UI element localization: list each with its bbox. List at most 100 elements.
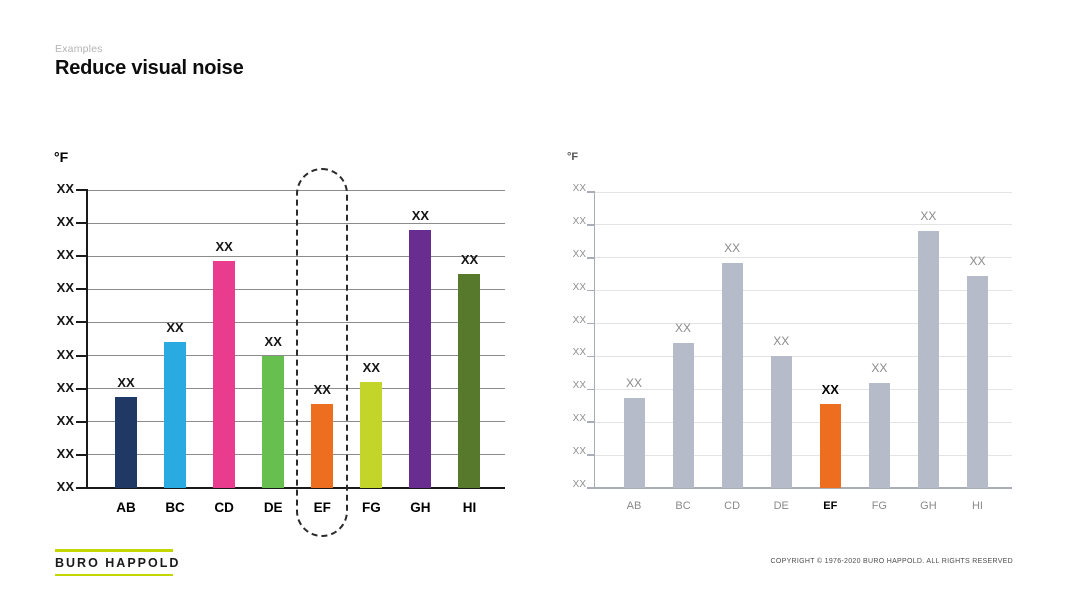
gridline (595, 355, 1012, 357)
y-axis-line (593, 192, 595, 488)
y-axis-tick (587, 454, 595, 456)
x-category-label-CD: CD (724, 500, 741, 512)
bar-GH (917, 231, 939, 488)
y-axis-tick (76, 487, 88, 489)
y-tick-label: XX (572, 248, 586, 260)
logo-rule-top (55, 549, 173, 552)
y-axis-tick (587, 191, 595, 193)
x-category-label-FG: FG (361, 500, 381, 515)
bar-CD (721, 262, 743, 488)
bar-GH (409, 229, 432, 488)
bar-value-label-HI: XX (460, 252, 479, 268)
unit-label: °F (567, 151, 579, 163)
y-tick-label: XX (572, 380, 586, 392)
gridline (595, 191, 1012, 193)
unit-label: °F (54, 149, 69, 165)
y-tick-label: XX (572, 479, 586, 490)
y-tick-label: XX (56, 479, 74, 494)
y-axis-line (86, 190, 88, 488)
x-category-label-CD: CD (214, 500, 234, 515)
bar-FG (360, 382, 383, 488)
bar-BC (164, 342, 187, 488)
y-axis-tick (76, 321, 88, 324)
y-tick-label: XX (56, 280, 74, 296)
x-category-label-DE: DE (263, 500, 283, 515)
x-category-label-DE: DE (773, 500, 789, 512)
y-axis-tick (587, 322, 595, 325)
bar-EF (311, 403, 334, 488)
gridline (595, 290, 1012, 292)
logo-text: BURO HAPPOLD (55, 555, 181, 570)
logo-rule-bottom (55, 573, 173, 576)
bar-value-label-FG: XX (871, 360, 888, 375)
x-category-label-GH: GH (410, 500, 431, 515)
gridline (595, 454, 1012, 456)
highlight-dashed-outline (296, 168, 349, 537)
bar-value-label-GH: XX (920, 209, 937, 224)
bar-value-label-BC: XX (166, 320, 184, 336)
bar-HI (966, 275, 988, 488)
bar-DE (262, 355, 285, 488)
y-tick-label: XX (572, 183, 586, 194)
y-axis-tick (76, 255, 88, 258)
bar-value-label-AB: XX (625, 375, 642, 390)
chart-noisy-original: °F XX XX XX XX XX XX XX XX XX XX XX AB XX BC XX CD XX DE XX… (40, 145, 525, 550)
y-tick-label: XX (572, 314, 586, 326)
y-axis-tick (76, 222, 88, 225)
x-category-label-EF: EF (823, 500, 838, 512)
y-tick-label: XX (572, 215, 586, 227)
y-tick-label: XX (572, 347, 586, 359)
buro-happold-logo: BURO HAPPOLD (55, 549, 181, 576)
y-tick-label: XX (56, 412, 74, 428)
bar-value-label-EF: XX (821, 382, 839, 398)
y-tick-label: XX (56, 445, 74, 461)
copyright-text: COPYRIGHT © 1976-2020 BURO HAPPOLD. ALL … (770, 558, 1013, 565)
y-tick-label: XX (56, 346, 74, 362)
y-tick-label: XX (56, 379, 74, 395)
y-axis-tick (587, 421, 595, 423)
bar-HI (458, 274, 481, 488)
bar-value-label-BC: XX (675, 321, 692, 336)
x-category-label-BC: BC (165, 500, 185, 515)
bar-DE (770, 356, 792, 488)
y-tick-label: XX (56, 247, 74, 263)
y-axis-tick (587, 355, 595, 358)
bar-value-label-DE: XX (773, 334, 790, 349)
bar-value-label-CD: XX (215, 239, 233, 255)
x-category-label-HI: HI (971, 500, 983, 512)
bar-value-label-EF: XX (313, 381, 331, 397)
bar-AB (115, 396, 137, 488)
bar-value-label-AB: XX (117, 374, 135, 390)
y-axis-tick (76, 387, 88, 390)
y-tick-label: XX (56, 214, 74, 230)
bar-FG (868, 382, 890, 488)
x-category-label-GH: GH (920, 500, 937, 512)
page-title: Reduce visual noise (55, 57, 244, 79)
y-axis-tick (76, 189, 88, 191)
bar-value-label-DE: XX (264, 333, 282, 349)
gridline (595, 388, 1012, 390)
x-category-label-FG: FG (871, 500, 887, 512)
gridline (595, 257, 1012, 259)
x-category-label-AB: AB (116, 500, 136, 515)
bar-CD (213, 261, 236, 488)
y-axis-tick (76, 354, 88, 357)
x-category-label-AB: AB (626, 500, 642, 512)
y-tick-label: XX (56, 181, 74, 196)
bar-value-label-GH: XX (411, 207, 430, 223)
bar-value-label-HI: XX (969, 253, 986, 268)
gridline (595, 224, 1012, 226)
y-axis-tick (76, 453, 88, 456)
y-tick-label: XX (56, 313, 74, 329)
y-axis-tick (587, 224, 595, 226)
eyebrow-label: Examples (55, 43, 103, 55)
x-axis-line (595, 487, 1012, 489)
bar-EF (819, 404, 841, 488)
gridline (595, 421, 1012, 423)
y-tick-label: XX (572, 446, 586, 458)
y-axis-tick (76, 288, 88, 291)
y-axis-tick (76, 420, 88, 423)
bar-AB (623, 397, 645, 488)
y-axis-tick (587, 257, 595, 259)
